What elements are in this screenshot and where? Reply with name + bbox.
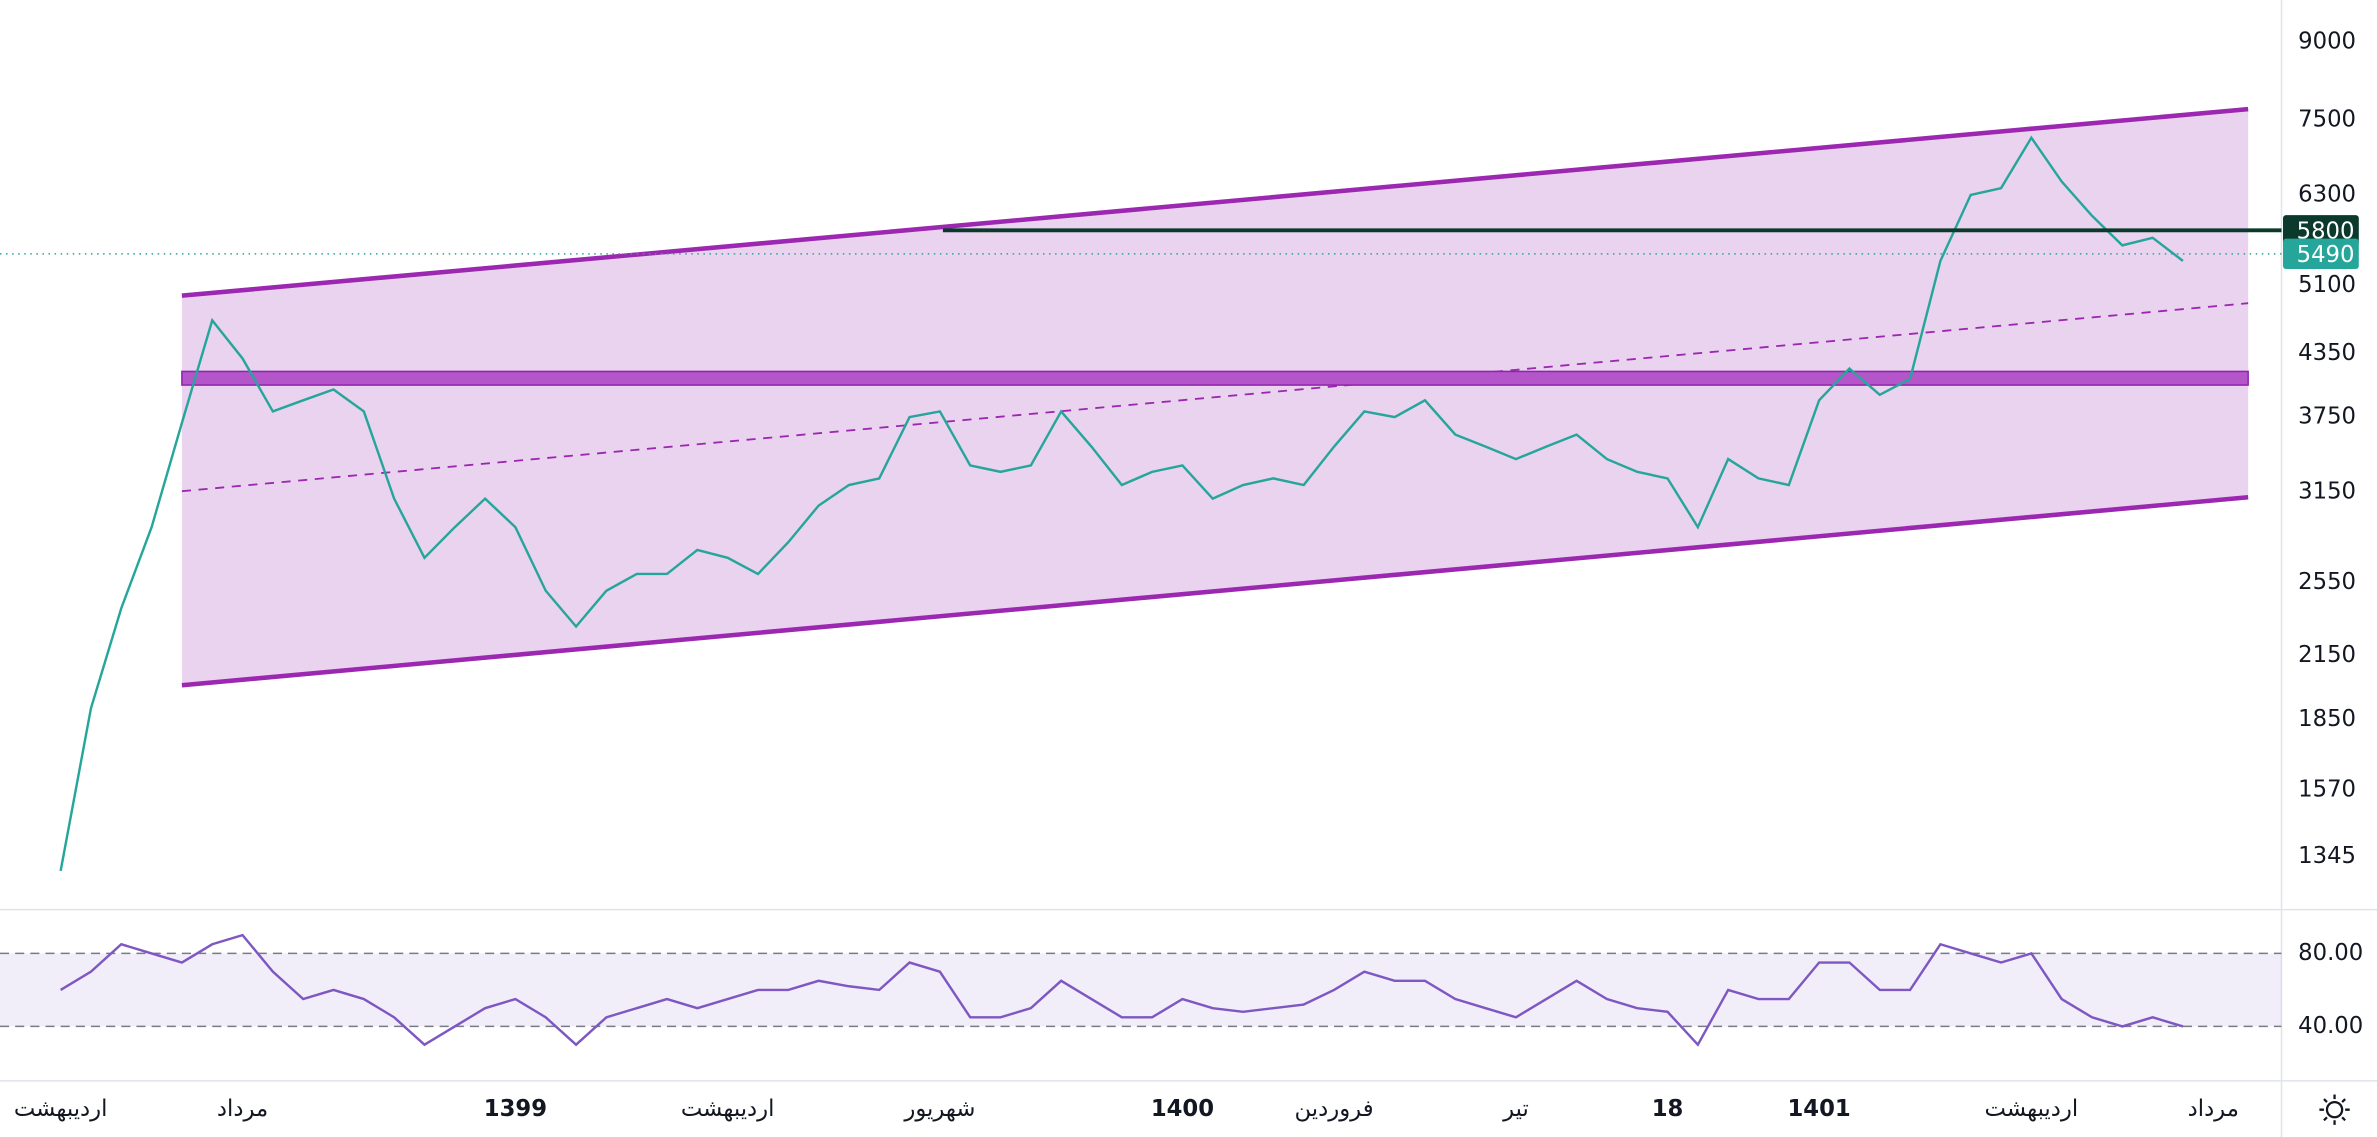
y-tick-label: 3750 xyxy=(2298,404,2356,430)
y-tick-label: 80.00 xyxy=(2298,940,2363,966)
x-tick-label: 1399 xyxy=(484,1096,547,1122)
x-tick-label: اردیبهشت xyxy=(1985,1096,2079,1122)
x-tick-label: 18 xyxy=(1652,1096,1684,1122)
x-tick-label: شهریور xyxy=(903,1096,975,1122)
y-tick-label: 4350 xyxy=(2298,340,2356,366)
x-tick-label: اردیبهشت xyxy=(681,1096,775,1122)
y-tick-label: 9000 xyxy=(2298,29,2356,55)
y-tick-label: 1345 xyxy=(2298,843,2356,869)
y-tick-label: 1850 xyxy=(2298,706,2356,732)
y-tick-label: 7500 xyxy=(2298,107,2356,133)
x-tick-label: تیر xyxy=(1502,1096,1529,1122)
y-tick-label: 2150 xyxy=(2298,642,2356,668)
channel-upper xyxy=(181,106,2249,298)
y-tick-label: 40.00 xyxy=(2298,1013,2363,1039)
x-tick-label: مرداد xyxy=(217,1096,268,1122)
channel-lower xyxy=(181,494,2249,688)
x-tick-label: 1401 xyxy=(1788,1096,1851,1122)
x-tick-label: 1400 xyxy=(1151,1096,1214,1122)
x-tick-label: اردیبهشت xyxy=(14,1096,108,1122)
price-badge xyxy=(2283,238,2359,270)
y-tick-label: 5100 xyxy=(2298,272,2356,298)
support-zone xyxy=(181,370,2249,386)
y-tick-label: 6300 xyxy=(2298,181,2356,207)
x-tick-label: فروردین xyxy=(1294,1096,1373,1122)
channel-mid xyxy=(181,302,2249,493)
y-tick-label: 2550 xyxy=(2298,569,2356,595)
price-badge-label: 5490 xyxy=(2297,242,2355,268)
y-tick-label: 3150 xyxy=(2298,478,2356,504)
y-tick-label: 1570 xyxy=(2298,777,2356,803)
series-line xyxy=(59,135,2184,872)
series-line xyxy=(60,933,2184,1047)
x-tick-label: مرداد xyxy=(2188,1096,2239,1122)
rsi-band xyxy=(0,953,2282,1027)
icon-core xyxy=(2325,1100,2344,1119)
price-badge xyxy=(2283,215,2359,246)
